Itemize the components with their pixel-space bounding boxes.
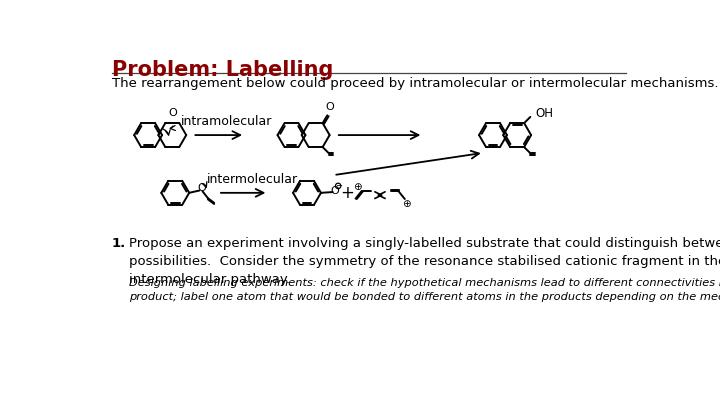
Text: The rearrangement below could proceed by intramolecular or intermolecular mechan: The rearrangement below could proceed by…	[112, 77, 719, 90]
Text: ⊕: ⊕	[353, 182, 362, 192]
Text: 1.: 1.	[112, 237, 126, 250]
Text: O: O	[197, 183, 206, 193]
Text: Problem: Labelling: Problem: Labelling	[112, 59, 333, 80]
Text: O: O	[330, 186, 338, 195]
Text: intermolecular: intermolecular	[207, 173, 298, 186]
Text: Propose an experiment involving a singly-labelled substrate that could distingui: Propose an experiment involving a singly…	[129, 237, 720, 286]
Text: intramolecular: intramolecular	[181, 115, 272, 128]
Text: Designing labelling experiments: check if the hypothetical mechanisms lead to di: Designing labelling experiments: check i…	[129, 278, 720, 302]
Text: O: O	[168, 108, 176, 118]
Text: O: O	[325, 102, 334, 112]
Text: OH: OH	[535, 107, 553, 120]
Text: ⊕: ⊕	[402, 199, 410, 209]
Text: −: −	[335, 182, 341, 190]
Text: +: +	[341, 184, 354, 202]
